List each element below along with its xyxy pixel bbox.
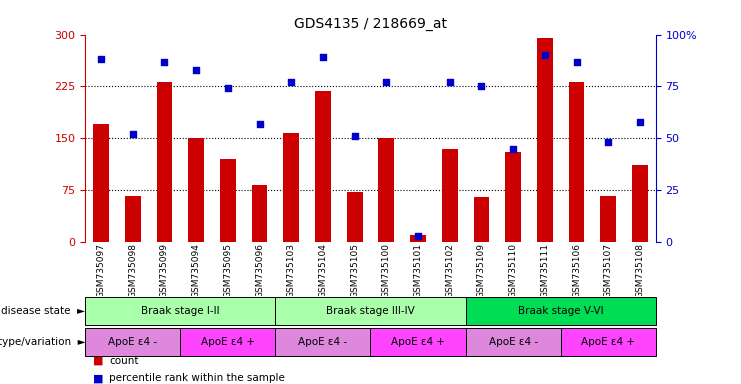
Point [602,139,614,146]
Bar [505,152,521,242]
Bar [537,38,553,242]
Point [253,121,265,127]
Point [159,58,170,65]
Bar [124,195,141,242]
Bar [600,195,617,242]
Bar [276,297,465,325]
Point [507,146,519,152]
Bar [276,328,370,356]
Point [380,79,392,85]
Title: GDS4135 / 218669_at: GDS4135 / 218669_at [294,17,447,31]
Text: ApoE ε4 -: ApoE ε4 - [299,337,348,347]
Bar [283,133,299,242]
Point [190,67,202,73]
Bar [315,91,331,242]
Point [285,79,297,85]
Bar [370,328,465,356]
Text: Braak stage III-IV: Braak stage III-IV [326,306,415,316]
Text: disease state  ►: disease state ► [1,306,85,316]
Point [317,54,329,60]
Point [539,52,551,58]
Point [634,119,646,125]
Bar [410,235,426,242]
Bar [156,81,173,242]
Bar [568,81,585,242]
Text: percentile rank within the sample: percentile rank within the sample [109,373,285,383]
Point [349,133,361,139]
Bar [473,197,489,242]
Bar [252,185,268,242]
Bar [347,192,362,242]
Point [95,56,107,63]
Text: ApoE ε4 +: ApoE ε4 + [581,337,635,347]
Text: Braak stage V-VI: Braak stage V-VI [518,306,603,316]
Point [476,83,488,89]
Bar [465,328,561,356]
Text: count: count [109,356,139,366]
Point [571,58,582,65]
Bar [180,328,276,356]
Bar [85,328,180,356]
Text: ■: ■ [93,373,103,383]
Point [412,233,424,239]
Bar [220,159,236,242]
Text: ApoE ε4 -: ApoE ε4 - [108,337,157,347]
Text: ■: ■ [93,356,103,366]
Bar [561,328,656,356]
Text: ApoE ε4 -: ApoE ε4 - [488,337,538,347]
Bar [632,164,648,242]
Point [444,79,456,85]
Bar [442,149,458,242]
Text: Braak stage I-II: Braak stage I-II [141,306,219,316]
Text: genotype/variation  ►: genotype/variation ► [0,337,85,347]
Bar [188,138,204,242]
Text: ApoE ε4 +: ApoE ε4 + [201,337,255,347]
Point [127,131,139,137]
Bar [465,297,656,325]
Point [222,85,233,91]
Bar [379,138,394,242]
Bar [93,124,109,242]
Text: ApoE ε4 +: ApoE ε4 + [391,337,445,347]
Bar [85,297,276,325]
